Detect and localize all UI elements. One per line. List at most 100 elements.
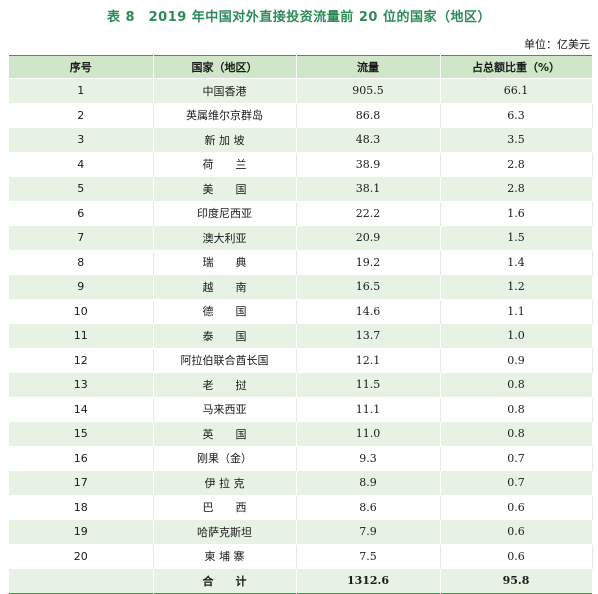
table-row: 2 英属维尔京群岛 86.8 6.3 <box>9 102 593 128</box>
row-country: 越 南 <box>153 274 297 299</box>
row-country: 刚果（金） <box>153 445 297 471</box>
table-row: 1 中国香港 905.5 66.1 <box>9 78 593 103</box>
row-share: 0.6 <box>440 519 593 544</box>
row-number: 11 <box>9 323 154 348</box>
row-number: 4 <box>9 151 154 177</box>
total-flow: 1312.6 <box>296 568 441 593</box>
row-share: 1.4 <box>440 249 593 275</box>
row-country: 德 国 <box>153 298 297 324</box>
row-share: 0.6 <box>440 543 593 569</box>
row-flow: 7.9 <box>296 519 441 544</box>
row-flow: 22.2 <box>296 200 441 226</box>
row-flow: 14.6 <box>296 298 441 324</box>
table-row: 10 德 国 14.6 1.1 <box>9 298 593 324</box>
row-flow: 13.7 <box>296 323 441 348</box>
table-row: 14 马来西亚 11.1 0.8 <box>9 396 593 422</box>
row-share: 0.6 <box>440 494 593 520</box>
row-flow: 86.8 <box>296 102 441 128</box>
row-flow: 48.3 <box>296 127 441 152</box>
row-number: 1 <box>9 78 154 103</box>
row-flow: 7.5 <box>296 543 441 569</box>
fdi-flow-table: 序号 国家（地区） 流量 占总额比重（%） 1 中国香港 905.5 66.1 2 英属维… <box>9 55 593 594</box>
row-flow: 905.5 <box>296 78 441 103</box>
row-share: 0.8 <box>440 421 593 446</box>
row-flow: 16.5 <box>296 274 441 299</box>
row-number: 5 <box>9 176 154 201</box>
header-share: 占总额比重（%） <box>440 55 593 79</box>
row-country: 澳大利亚 <box>153 225 297 250</box>
row-country: 瑞 典 <box>153 249 297 275</box>
table-row: 7 澳大利亚 20.9 1.5 <box>9 225 593 250</box>
total-share: 95.8 <box>440 568 593 593</box>
row-number: 20 <box>9 543 154 569</box>
header-flow: 流量 <box>296 55 441 79</box>
header-row: 序号 国家（地区） 流量 占总额比重（%） <box>9 55 593 79</box>
row-country: 印度尼西亚 <box>153 200 297 226</box>
row-share: 0.7 <box>440 470 593 495</box>
row-country: 柬 埔 寨 <box>153 543 297 569</box>
row-number: 14 <box>9 396 154 422</box>
row-number: 17 <box>9 470 154 495</box>
row-country: 哈萨克斯坦 <box>153 519 297 544</box>
row-share: 0.8 <box>440 396 593 422</box>
row-share: 3.5 <box>440 127 593 152</box>
table-row: 6 印度尼西亚 22.2 1.6 <box>9 200 593 226</box>
table-row: 15 英 国 11.0 0.8 <box>9 421 593 446</box>
row-number: 8 <box>9 249 154 275</box>
row-number: 10 <box>9 298 154 324</box>
row-flow: 8.9 <box>296 470 441 495</box>
row-flow: 20.9 <box>296 225 441 250</box>
row-number: 13 <box>9 372 154 397</box>
row-share: 0.9 <box>440 347 593 373</box>
row-flow: 19.2 <box>296 249 441 275</box>
table-body: 1 中国香港 905.5 66.1 2 英属维尔京群岛 86.8 6.3 3 新 加 坡 48.3 3… <box>9 78 593 593</box>
row-flow: 8.6 <box>296 494 441 520</box>
row-flow: 12.1 <box>296 347 441 373</box>
header-country: 国家（地区） <box>153 55 297 79</box>
row-number: 12 <box>9 347 154 373</box>
row-country: 泰 国 <box>153 323 297 348</box>
row-flow: 11.0 <box>296 421 441 446</box>
row-number: 15 <box>9 421 154 446</box>
row-country: 英属维尔京群岛 <box>153 102 297 128</box>
row-share: 1.5 <box>440 225 593 250</box>
table-title: 表 8 2019 年中国对外直接投资流量前 20 位的国家（地区） <box>107 10 491 25</box>
row-share: 66.1 <box>440 78 593 103</box>
row-share: 1.1 <box>440 298 593 324</box>
row-number: 19 <box>9 519 154 544</box>
row-share: 0.8 <box>440 372 593 397</box>
table-row: 20 柬 埔 寨 7.5 0.6 <box>9 543 593 569</box>
row-country: 伊 拉 克 <box>153 470 297 495</box>
header-no: 序号 <box>9 55 154 79</box>
table-row: 13 老 挝 11.5 0.8 <box>9 372 593 397</box>
row-number: 3 <box>9 127 154 152</box>
row-flow: 11.5 <box>296 372 441 397</box>
row-number: 18 <box>9 494 154 520</box>
row-share: 2.8 <box>440 176 593 201</box>
row-country: 阿拉伯联合酋长国 <box>153 347 297 373</box>
row-country: 英 国 <box>153 421 297 446</box>
row-flow: 38.9 <box>296 151 441 177</box>
total-row: 合 计 1312.6 95.8 <box>9 568 593 593</box>
table-row: 11 泰 国 13.7 1.0 <box>9 323 593 348</box>
row-share: 1.6 <box>440 200 593 226</box>
row-country: 中国香港 <box>153 78 297 103</box>
row-number: 6 <box>9 200 154 226</box>
row-country: 马来西亚 <box>153 396 297 422</box>
table-row: 19 哈萨克斯坦 7.9 0.6 <box>9 519 593 544</box>
table-row: 17 伊 拉 克 8.9 0.7 <box>9 470 593 495</box>
row-country: 巴 西 <box>153 494 297 520</box>
row-number: 7 <box>9 225 154 250</box>
row-share: 1.2 <box>440 274 593 299</box>
row-country: 老 挝 <box>153 372 297 397</box>
row-flow: 9.3 <box>296 445 441 471</box>
total-blank <box>9 568 154 593</box>
row-number: 16 <box>9 445 154 471</box>
total-label: 合 计 <box>153 568 297 593</box>
row-country: 美 国 <box>153 176 297 201</box>
